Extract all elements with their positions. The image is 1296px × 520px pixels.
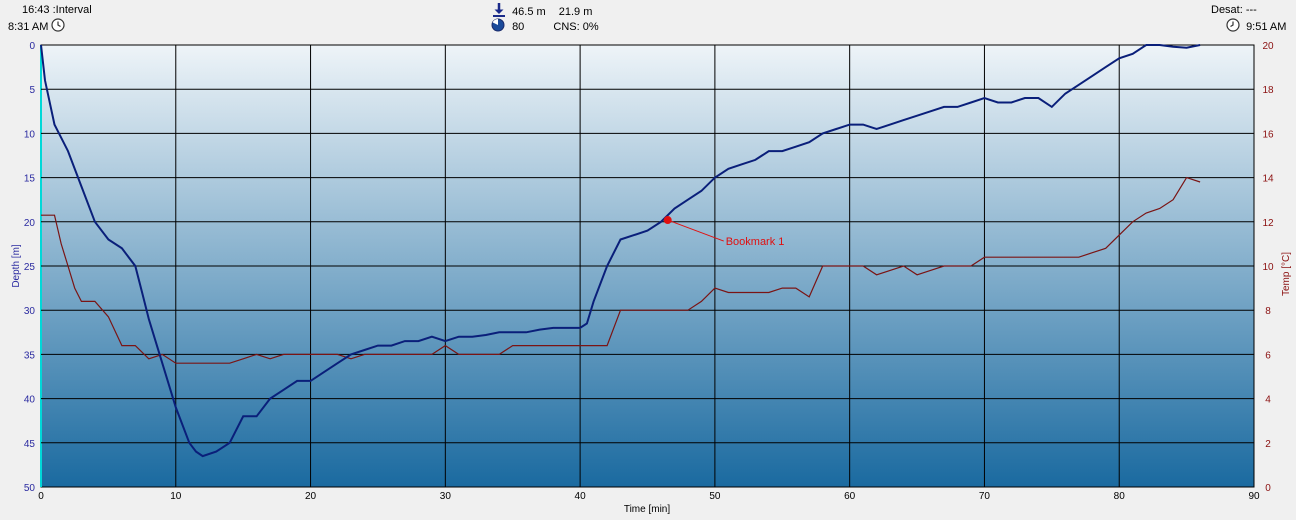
sampling-mode: :Interval — [52, 4, 92, 16]
depth-tick-label: 50 — [24, 483, 36, 494]
temperature-series-line — [41, 176, 1201, 364]
x-axis-ticks: 0 10 20 30 40 50 60 70 80 90 — [38, 491, 1260, 502]
end-clock-icon — [1226, 18, 1240, 36]
dive-duration: 16:43 — [22, 4, 50, 16]
depth-tick-label: 30 — [24, 306, 36, 317]
start-time: 8:31 AM — [8, 20, 49, 33]
x-tick-label: 80 — [1114, 491, 1126, 502]
x-tick-label: 90 — [1248, 491, 1260, 502]
depth-tick-label: 10 — [24, 129, 36, 140]
x-tick-label: 40 — [575, 491, 587, 502]
depth-tick-label: 0 — [29, 41, 35, 52]
avg-depth-value: 21.9 m — [558, 5, 593, 18]
cns-value: CNS: 0% — [553, 20, 599, 33]
clock-icon — [51, 18, 66, 36]
depth-tick-label: 45 — [24, 439, 36, 450]
x-tick-label: 30 — [440, 491, 452, 502]
temp-tick-label: 8 — [1265, 306, 1271, 317]
depth-series-line — [40, 44, 1201, 458]
depth-tick-label: 15 — [24, 174, 36, 185]
max-depth-row: 46.5 m 21.9 m — [493, 3, 592, 21]
x-tick-label: 20 — [305, 491, 317, 502]
depth-tick-label: 5 — [29, 85, 35, 96]
depth-tick-label: 40 — [24, 395, 36, 406]
bookmark-leader-line — [667, 219, 724, 242]
x-tick-label: 50 — [709, 491, 721, 502]
x-tick-label: 0 — [38, 491, 44, 502]
temp-tick-label: 12 — [1262, 218, 1274, 229]
dive-duration-row: 16:43 :Interval — [22, 4, 92, 17]
x-tick-label: 10 — [170, 491, 182, 502]
bookmark-marker[interactable] — [663, 216, 672, 225]
end-time-row: 9:51 AM — [1226, 18, 1286, 36]
temp-tick-label: 4 — [1265, 395, 1271, 406]
max-depth-value: 46.5 m — [512, 5, 546, 18]
depth-axis-label: Depth [m] — [11, 244, 22, 288]
oxygen-row: 80 CNS: 0% — [491, 18, 599, 36]
max-depth-arrow-icon — [493, 3, 505, 21]
x-tick-label: 60 — [844, 491, 856, 502]
depth-axis-ticks: 0 5 10 15 20 25 30 35 40 45 50 — [24, 41, 36, 494]
oxygen-percent: 80 — [512, 20, 525, 33]
temp-axis-ticks: 0 2 4 6 8 10 12 14 16 18 20 — [1262, 41, 1274, 494]
temp-tick-label: 16 — [1262, 129, 1274, 140]
temp-axis-label: Temp [°C] — [1281, 252, 1292, 296]
temp-tick-label: 20 — [1262, 41, 1274, 52]
depth-tick-label: 35 — [24, 350, 36, 361]
desat-label: Desat: --- — [1211, 4, 1257, 16]
end-time: 9:51 AM — [1246, 20, 1287, 33]
depth-tick-label: 20 — [24, 218, 36, 229]
x-axis-label: Time [min] — [624, 504, 671, 515]
depth-tick-label: 25 — [24, 262, 36, 273]
bookmark-label: Bookmark 1 — [726, 236, 785, 248]
temp-tick-label: 18 — [1262, 85, 1274, 96]
bookmark-annotations: Bookmark 1 — [663, 216, 785, 248]
oxygen-pie-icon — [491, 18, 505, 36]
temp-tick-label: 0 — [1265, 483, 1271, 494]
start-time-row: 8:31 AM — [8, 18, 66, 36]
x-tick-label: 70 — [979, 491, 991, 502]
temp-tick-label: 14 — [1262, 174, 1274, 185]
temp-tick-label: 6 — [1265, 350, 1271, 361]
temp-tick-label: 10 — [1262, 262, 1274, 273]
temp-tick-label: 2 — [1265, 439, 1271, 450]
